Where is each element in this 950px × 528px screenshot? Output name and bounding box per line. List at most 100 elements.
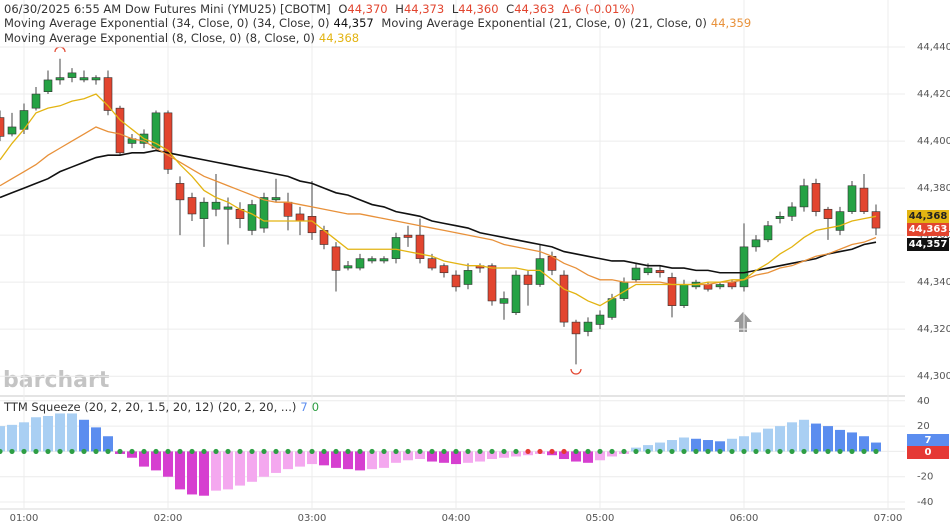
indicator-value: 7	[300, 400, 308, 414]
histogram-bar	[187, 451, 197, 495]
indicator-legend: TTM Squeeze (20, 2, 20, 1.5, 20, 12) (20,…	[4, 400, 323, 414]
histogram-bar	[379, 451, 389, 468]
histogram-bar	[583, 451, 593, 463]
candle-body	[403, 234, 413, 238]
squeeze-dot	[453, 448, 459, 455]
legend-value: 44,357	[333, 16, 374, 30]
candle-body	[607, 298, 617, 318]
squeeze-dot	[273, 448, 279, 455]
squeeze-dot	[201, 448, 207, 455]
candle-body	[595, 314, 605, 325]
histogram-bar	[595, 451, 605, 461]
candle-body	[211, 201, 221, 210]
close-tag: 44,363	[907, 222, 949, 236]
histogram-bar	[403, 451, 413, 461]
candle-body	[559, 274, 569, 323]
candle-body	[307, 216, 317, 234]
candle-body	[103, 77, 113, 111]
histogram-bar	[247, 451, 257, 482]
candle-body	[91, 77, 101, 81]
squeeze-dot	[297, 448, 303, 455]
quote-value: 44,373	[403, 2, 445, 16]
candle-body	[487, 265, 497, 302]
legend-name: Moving Average Exponential (34, Close, 0…	[4, 16, 249, 30]
squeeze-dot	[141, 448, 147, 455]
histogram-bar	[499, 451, 509, 458]
squeeze-dot	[309, 448, 315, 455]
quote-change: Δ-6 (-0.01%)	[562, 2, 635, 16]
histogram-bar	[103, 436, 113, 452]
squeeze-dot	[381, 448, 387, 455]
histogram-bar	[727, 438, 737, 452]
squeeze-dot	[813, 448, 819, 455]
y-tick-label: 40	[917, 396, 930, 407]
y-tick-label: 44,300	[917, 371, 950, 382]
squeeze-dot	[585, 448, 591, 455]
squeeze-dot	[369, 448, 375, 455]
squeeze-dot	[765, 448, 771, 455]
histogram-bar	[91, 427, 101, 452]
legend-row: Moving Average Exponential (8, Close, 0)…	[4, 31, 363, 45]
histogram-bar	[223, 451, 233, 490]
squeeze-dot	[189, 448, 195, 455]
histogram-bar	[19, 422, 29, 452]
squeeze-dot	[177, 448, 183, 455]
legend-params: (8, Close, 0)	[245, 31, 315, 45]
y-tick-label: 44,320	[917, 324, 950, 335]
candle-body	[583, 321, 593, 332]
squeeze-dot	[513, 448, 519, 455]
candle-body	[799, 185, 809, 208]
histogram-bar	[559, 451, 569, 460]
ema8-tag: 44,368	[907, 209, 949, 223]
x-tick-label: 06:00	[730, 513, 759, 524]
squeeze-dot	[0, 448, 3, 455]
legend-row: Moving Average Exponential (34, Close, 0…	[4, 16, 755, 30]
candle-body	[667, 277, 677, 306]
squeeze-dot	[477, 448, 483, 455]
y-tick-label: 20	[917, 421, 930, 432]
candle-body	[331, 246, 341, 271]
squeeze-dot	[741, 448, 747, 455]
histogram-bar	[691, 438, 701, 452]
y-tick-label: 44,440	[917, 42, 950, 53]
squeeze-dot	[57, 448, 63, 455]
histogram-bar	[367, 451, 377, 470]
candle-body	[271, 197, 281, 201]
squeeze-dot	[357, 448, 363, 455]
candle-body	[115, 107, 125, 154]
histogram-bar	[0, 426, 5, 452]
histogram-bar	[487, 451, 497, 460]
candle-body	[283, 201, 293, 217]
candle-body	[871, 211, 881, 229]
signal-arrow	[734, 312, 752, 332]
candle-body	[31, 93, 41, 109]
y-tick-label: 44,420	[917, 89, 950, 100]
histogram-bar	[415, 451, 425, 460]
candle-body	[427, 258, 437, 269]
histogram-bar	[667, 440, 677, 452]
candle-body	[655, 270, 665, 274]
candle-body	[763, 225, 773, 241]
quote-header: 06/30/2025 6:55 AM Dow Futures Mini (YMU…	[4, 2, 639, 16]
candle-body	[751, 239, 761, 248]
histogram-bar	[859, 436, 869, 452]
squeeze-dot	[45, 448, 51, 455]
watermark: barchart	[3, 368, 110, 393]
squeeze-dot	[429, 448, 435, 455]
histogram-bar	[163, 451, 173, 477]
histogram-bar	[439, 451, 449, 463]
candle-body	[679, 284, 689, 306]
histogram-bar	[391, 451, 401, 463]
indicator-tag: 7	[907, 434, 949, 448]
quote-value: 44,360	[458, 2, 499, 16]
squeeze-dot	[753, 448, 759, 455]
y-tick-label: -40	[917, 497, 933, 508]
histogram-bar	[463, 451, 473, 463]
candle-body	[703, 284, 713, 290]
legend-value: 44,359	[710, 16, 752, 30]
low-marker	[570, 368, 582, 375]
candle-body	[775, 216, 785, 219]
high-marker	[54, 46, 66, 53]
